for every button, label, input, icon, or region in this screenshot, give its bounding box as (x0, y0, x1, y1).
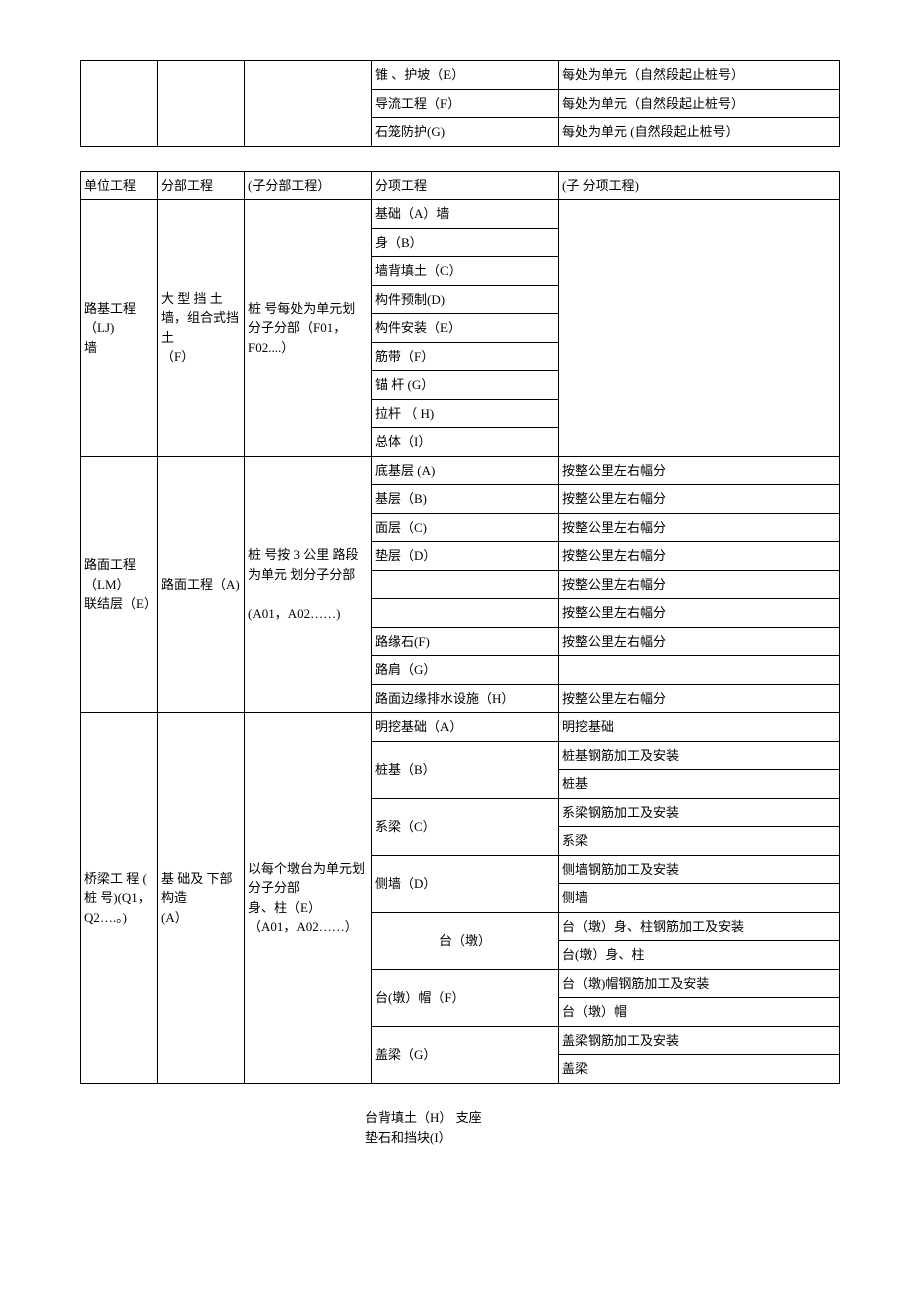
sec3-i11-c5: 盖梁钢筋加工及安装 (559, 1026, 840, 1055)
sec3-i9-c5: 台（墩)帽钢筋加工及安装 (559, 969, 840, 998)
t1-r3-c5: 每处为单元 (自然段起止桩号） (559, 118, 840, 147)
sec2-i2-c4: 面层（C) (372, 513, 559, 542)
sec3-i8-c5: 台(墩）身、柱 (559, 941, 840, 970)
sec2-i8-c4: 路面边缘排水设施（H） (372, 684, 559, 713)
sec2-i3-c5: 按整公里左右幅分 (559, 542, 840, 571)
t1-c3 (245, 61, 372, 147)
sec1-i7: 拉杆 （ H) (372, 399, 559, 428)
sec2-i6-c4: 路缘石(F) (372, 627, 559, 656)
sec3-c2: 基 础及 下部构造 (A） (158, 713, 245, 1084)
bottom-line-1: 台背填土（H） 支座 (365, 1108, 840, 1129)
t1-c2 (158, 61, 245, 147)
sec3-i11-c4: 盖梁（G） (372, 1026, 559, 1083)
sec1-c3: 桩 号每处为单元划分子分部（F01，F02....） (245, 200, 372, 457)
sec3-i1-c4: 桩基（B） (372, 741, 559, 798)
sec3-i9-c4: 台(墩）帽（F） (372, 969, 559, 1026)
sec1-i2: 墙背填土（C） (372, 257, 559, 286)
sec3-i10-c5: 台（墩）帽 (559, 998, 840, 1027)
sec2-i3-c4: 垫层（D） (372, 542, 559, 571)
sec3-i6-c5: 侧墙 (559, 884, 840, 913)
t1-c1 (81, 61, 158, 147)
sec2-i6-c5: 按整公里左右幅分 (559, 627, 840, 656)
sec3-i7-c4: 台（墩） (372, 912, 559, 969)
sec3-i12-c5: 盖梁 (559, 1055, 840, 1084)
sec2-i5-c4 (372, 599, 559, 628)
sec3-c1: 桥梁工 程 ( 桩 号)(Q1，Q2….。) (81, 713, 158, 1084)
t2-h-c4: 分项工程 (372, 171, 559, 200)
sec1-i4: 构件安装（E） (372, 314, 559, 343)
t1-r3-c4: 石笼防护(G) (372, 118, 559, 147)
sec3-i7-c5: 台（墩）身、柱钢筋加工及安装 (559, 912, 840, 941)
sec3-i5-c5: 侧墙钢筋加工及安装 (559, 855, 840, 884)
sec2-i8-c5: 按整公里左右幅分 (559, 684, 840, 713)
sec2-i7-c4: 路肩（G） (372, 656, 559, 685)
sec3-c3: 以每个墩台为单元划分子分部 身、柱（E） （A01，A02……） (245, 713, 372, 1084)
sec2-c3: 桩 号按 3 公里 路段为单元 划分子分部 (A01，A02……) (245, 456, 372, 713)
sec2-i4-c4 (372, 570, 559, 599)
sec1-i6: 锚 杆 (G） (372, 371, 559, 400)
table-2: 单位工程 分部工程 (子分部工程） 分项工程 (子 分项工程) 路基工程（LJ)… (80, 171, 840, 1084)
sec2-i4-c5: 按整公里左右幅分 (559, 570, 840, 599)
t1-r1-c4: 锥 、护坡（E） (372, 61, 559, 90)
sec3-i4-c5: 系梁 (559, 827, 840, 856)
t2-h-c2: 分部工程 (158, 171, 245, 200)
t1-r1-c5: 每处为单元（自然段起止桩号） (559, 61, 840, 90)
sec1-c2: 大 型 挡 土墙，组合式挡土 （F） (158, 200, 245, 457)
sec2-i1-c5: 按整公里左右幅分 (559, 485, 840, 514)
sec1-c5 (559, 200, 840, 457)
t1-r2-c4: 导流工程（F） (372, 89, 559, 118)
bottom-line-2: 垫石和挡块(I） (365, 1128, 840, 1149)
sec2-i7-c5 (559, 656, 840, 685)
sec3-i3-c5: 系梁钢筋加工及安装 (559, 798, 840, 827)
t1-r2-c5: 每处为单元（自然段起止桩号） (559, 89, 840, 118)
bottom-text: 台背填土（H） 支座 垫石和挡块(I） (80, 1108, 840, 1150)
table-1: 锥 、护坡（E） 每处为单元（自然段起止桩号） 导流工程（F） 每处为单元（自然… (80, 60, 840, 147)
sec2-i1-c4: 基层（B) (372, 485, 559, 514)
sec3-i5-c4: 侧墙（D） (372, 855, 559, 912)
sec2-i5-c5: 按整公里左右幅分 (559, 599, 840, 628)
sec3-i0-c4: 明挖基础（A） (372, 713, 559, 742)
sec1-c1: 路基工程（LJ) 墙 (81, 200, 158, 457)
sec3-i2-c5: 桩基 (559, 770, 840, 799)
sec2-c1: 路面工程（LM） 联结层（E） (81, 456, 158, 713)
sec2-i2-c5: 按整公里左右幅分 (559, 513, 840, 542)
sec2-i0-c5: 按整公里左右幅分 (559, 456, 840, 485)
t2-h-c1: 单位工程 (81, 171, 158, 200)
sec3-i3-c4: 系梁（C） (372, 798, 559, 855)
sec1-i8: 总体（I） (372, 428, 559, 457)
sec1-i3: 构件预制(D) (372, 285, 559, 314)
sec1-i5: 筋带（F） (372, 342, 559, 371)
sec1-i0: 基础（A）墙 (372, 200, 559, 229)
sec3-i0-c5: 明挖基础 (559, 713, 840, 742)
sec1-i1: 身（B） (372, 228, 559, 257)
t2-h-c5: (子 分项工程) (559, 171, 840, 200)
sec2-i0-c4: 底基层 (A) (372, 456, 559, 485)
sec3-i1-c5: 桩基钢筋加工及安装 (559, 741, 840, 770)
sec2-c2: 路面工程（A) (158, 456, 245, 713)
t2-h-c3: (子分部工程） (245, 171, 372, 200)
